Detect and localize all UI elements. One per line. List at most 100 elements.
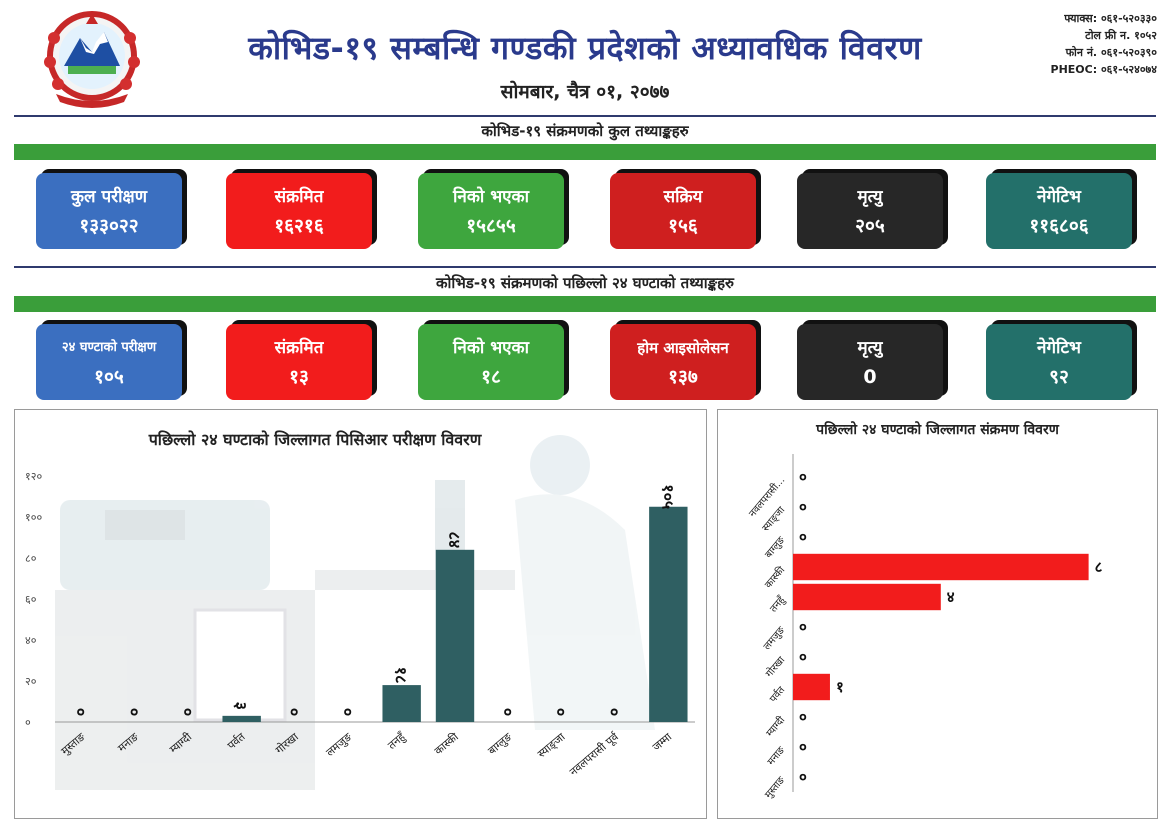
card-24h-home-isolation: होम आइसोलेसन १३७ bbox=[610, 324, 756, 400]
card-total-active: सक्रिय १५६ bbox=[610, 173, 756, 249]
data-label: ० bbox=[799, 528, 807, 546]
divider bbox=[14, 115, 1156, 117]
x-tick-label: तनहुँ bbox=[385, 730, 409, 753]
data-label: १ bbox=[836, 678, 844, 696]
data-label: ० bbox=[799, 498, 807, 516]
y-tick-label: मुस्ताङ bbox=[763, 774, 788, 800]
green-band bbox=[14, 296, 1156, 312]
x-tick-label: जम्मा bbox=[650, 730, 674, 753]
data-label: ८४ bbox=[445, 531, 464, 548]
data-label: ८ bbox=[1095, 558, 1103, 576]
card-24h-tests: २४ घण्टाको परीक्षण १०५ bbox=[36, 324, 182, 400]
nepal-emblem bbox=[34, 8, 150, 108]
bar bbox=[435, 549, 475, 722]
data-label: ० bbox=[799, 738, 807, 756]
card-value: 0 bbox=[863, 366, 877, 388]
card-label: संक्रमित bbox=[274, 338, 324, 358]
card-label: कुल परीक्षण bbox=[71, 187, 147, 207]
card-value: १८ bbox=[481, 366, 501, 388]
card-value: १५६ bbox=[668, 215, 698, 237]
data-label: ० bbox=[125, 708, 144, 716]
card-total-negative: नेगेटिभ ११६८०६ bbox=[986, 173, 1132, 249]
data-label: ० bbox=[799, 618, 807, 636]
bar bbox=[222, 715, 261, 722]
card-label: मृत्यु bbox=[857, 338, 883, 358]
contact-info: फ्याक्स: ०६१-५२०३३० टोल फ्री न. १०५२ फोन… bbox=[1051, 10, 1157, 78]
x-tick-label: कास्की bbox=[432, 730, 461, 757]
data-label: ० bbox=[72, 708, 91, 716]
card-label: सक्रिय bbox=[663, 187, 703, 207]
card-label: निको भएका bbox=[452, 338, 530, 358]
card-label: नेगेटिभ bbox=[1037, 338, 1081, 358]
card-label: २४ घण्टाको परीक्षण bbox=[61, 340, 157, 355]
data-label: ० bbox=[285, 708, 304, 716]
last24-section-title: कोभिड-१९ संक्रमणको पछिल्लो २४ घण्टाको तथ… bbox=[435, 274, 735, 292]
total-section-title: कोभिड-१९ संक्रमणको कुल तथ्याङ्कहरु bbox=[481, 122, 689, 140]
data-label: ० bbox=[799, 468, 807, 486]
card-label: नेगेटिभ bbox=[1037, 187, 1081, 207]
card-label: होम आइसोलेसन bbox=[637, 339, 729, 357]
contact-fax: फ्याक्स: ०६१-५२०३३० bbox=[1064, 12, 1157, 25]
lab-background-illustration bbox=[55, 435, 655, 790]
card-value: ११६८०६ bbox=[1029, 215, 1089, 237]
card-total-recovered: निको भएका १५८५५ bbox=[418, 173, 564, 249]
card-24h-infected: संक्रमित १३ bbox=[226, 324, 372, 400]
y-tick-label: १०० bbox=[25, 511, 42, 524]
card-24h-deaths: मृत्यु 0 bbox=[797, 324, 943, 400]
data-label: ० bbox=[605, 708, 624, 716]
card-value: २०५ bbox=[855, 215, 885, 237]
x-tick-label: स्याङ्जा bbox=[535, 730, 568, 760]
card-label: संक्रमित bbox=[274, 187, 324, 207]
y-tick-label: ४० bbox=[25, 634, 37, 647]
card-total-infected: संक्रमित १६२१६ bbox=[226, 173, 372, 249]
bar bbox=[649, 506, 688, 722]
y-tick-label: ६० bbox=[25, 593, 37, 606]
card-total-deaths: मृत्यु २०५ bbox=[797, 173, 943, 249]
data-label: ० bbox=[799, 768, 807, 786]
data-label: ० bbox=[498, 708, 517, 716]
y-tick-label: ० bbox=[25, 716, 31, 729]
data-label: ० bbox=[799, 708, 807, 726]
card-24h-recovered: निको भएका १८ bbox=[418, 324, 564, 400]
card-total-tests: कुल परीक्षण १३३०२२ bbox=[36, 173, 182, 249]
report-date: सोमबार, चैत्र ०१, २०७७ bbox=[500, 81, 670, 103]
data-label: ० bbox=[799, 648, 807, 666]
pcr-chart-title: पछिल्लो २४ घण्टाको जिल्लागत पिसिआर परीक्… bbox=[148, 430, 482, 449]
y-tick-label: बाग्लुङ bbox=[763, 534, 787, 560]
infection-chart-title: पछिल्लो २४ घण्टाको जिल्लागत संक्रमण विवर… bbox=[816, 422, 1059, 438]
pcr-test-chart-panel: ० २० ४० ६० ८० १०० १२० ० मुस्ताङ ० मनाङ ० म्याग्दी ३ पर… bbox=[14, 409, 707, 819]
infection-chart-panel: पछिल्लो २४ घण्टाको जिल्लागत संक्रमण विवर… bbox=[717, 409, 1158, 819]
card-value: १०५ bbox=[94, 366, 124, 388]
y-tick-label: गोरखा bbox=[763, 654, 787, 680]
card-label: मृत्यु bbox=[857, 187, 883, 207]
bar bbox=[382, 685, 421, 722]
card-value: १३३०२२ bbox=[79, 215, 139, 237]
bar bbox=[793, 553, 1089, 581]
page-title: कोभिड-१९ सम्बन्धि गण्डकी प्रदेशको अध्याव… bbox=[248, 29, 922, 67]
card-label: निको भएका bbox=[452, 187, 530, 207]
card-24h-negative: नेगेटिभ ९२ bbox=[986, 324, 1132, 400]
card-value: ९२ bbox=[1049, 366, 1069, 388]
data-label: ० bbox=[178, 708, 197, 716]
card-value: १३ bbox=[289, 366, 309, 388]
data-label: ४ bbox=[947, 588, 955, 606]
y-tick-label: ८० bbox=[25, 552, 37, 565]
contact-pheoc: PHEOC: ०६१-५२४०७४ bbox=[1050, 63, 1157, 76]
data-label: ० bbox=[338, 708, 357, 716]
y-tick-label: लमजुङ bbox=[762, 624, 788, 652]
y-tick-label: २० bbox=[25, 675, 37, 688]
contact-phone: फोन नं. ०६१-५२०३९० bbox=[1065, 46, 1157, 59]
data-label: १८ bbox=[392, 667, 411, 684]
y-tick-label: म्याग्दी bbox=[764, 714, 788, 739]
y-tick-label: कास्की bbox=[762, 564, 787, 591]
card-value: १६२१६ bbox=[274, 215, 324, 237]
divider bbox=[14, 266, 1156, 268]
data-label: ० bbox=[552, 708, 571, 716]
y-tick-label: तनहुँ bbox=[767, 593, 788, 615]
y-tick-label: १२० bbox=[25, 470, 42, 483]
y-tick-label: मनाङ bbox=[766, 744, 788, 767]
pcr-test-bar-chart: ०२०४०६०८०१००१२००मुस्ताङ०मनाङ०म्याग्दी३पर… bbox=[25, 435, 695, 790]
card-value: १३७ bbox=[668, 366, 698, 388]
green-band bbox=[14, 144, 1156, 160]
